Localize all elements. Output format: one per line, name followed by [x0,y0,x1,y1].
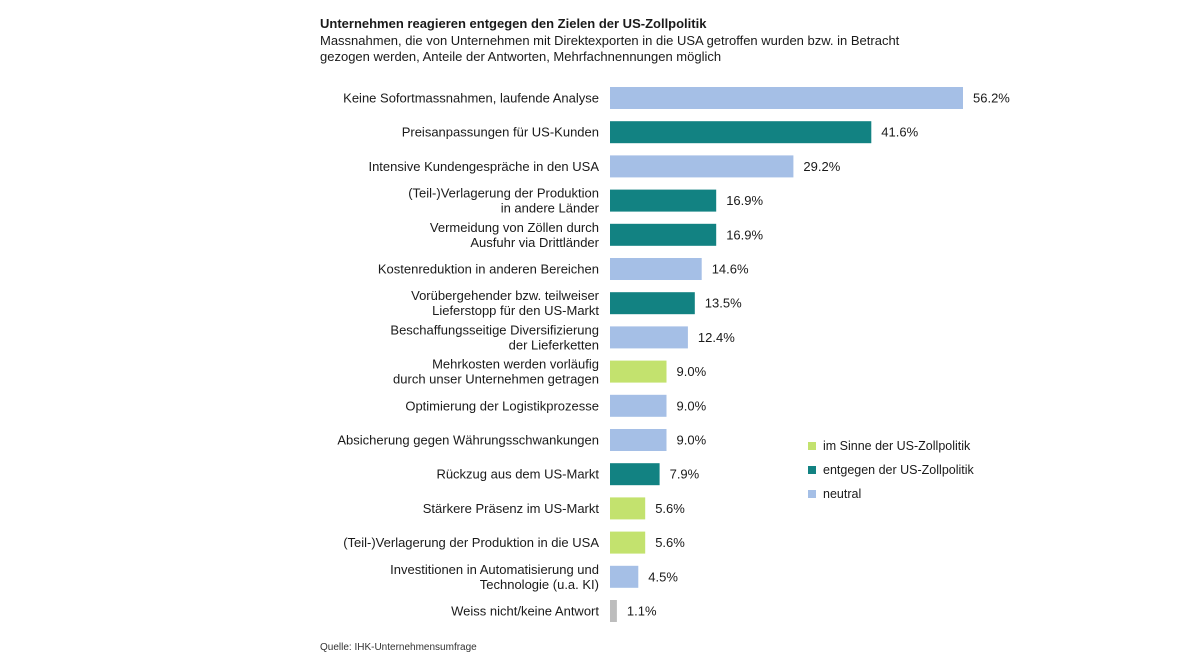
legend-item-im-sinne: im Sinne der US-Zollpolitik [808,434,974,458]
bar-7 [610,326,688,349]
chart-title: Unternehmen reagieren entgegen den Ziele… [320,16,707,31]
bar-2 [610,155,794,178]
value-label-10: 9.0% [677,433,707,448]
value-label-4: 16.9% [726,227,763,242]
category-label-line: Preisanpassungen für US-Kunden [402,125,599,140]
value-label-3: 16.9% [726,193,763,208]
category-label-line: Lieferstopp für den US-Markt [432,303,599,318]
value-label-11: 7.9% [670,467,700,482]
category-label-2: Intensive Kundengespräche in den USA [368,159,599,174]
category-label-13: (Teil-)Verlagerung der Produktion in die… [343,535,599,550]
category-label-4: Vermeidung von Zöllen durch Ausfuhr via D… [430,220,600,250]
category-label-0: Keine Sofortmassnahmen, laufende Analyse [343,91,599,106]
chart-subtitle: Massnahmen, die von Unternehmen mit Dire… [320,33,900,64]
category-label-line: Investitionen in Automatisierung und [390,562,599,577]
category-label-1: Preisanpassungen für US-Kunden [402,125,599,140]
category-label-line: Weiss nicht/keine Antwort [451,604,599,619]
category-label-14: Investitionen in Automatisierung und Tech… [390,562,599,592]
source-note: Quelle: IHK-Unternehmensumfrage [320,642,477,653]
legend-label-neutral: neutral [823,487,862,501]
value-label-12: 5.6% [655,501,685,516]
category-label-line: Beschaffungsseitige Diversifizierung [390,322,599,337]
value-label-7: 12.4% [698,330,735,345]
category-label-10: Absicherung gegen Währungsschwankungen [337,433,599,448]
legend-swatch-neutral [808,490,816,498]
bar-0 [610,87,963,109]
bar-5 [610,258,702,280]
legend-label-entgegen: entgegen der US-Zollpolitik [823,463,974,477]
category-label-line: Kostenreduktion in anderen Bereichen [378,262,599,277]
category-label-line: Keine Sofortmassnahmen, laufende Analyse [343,91,599,106]
category-label-line: Mehrkosten werden vorläufig [432,357,599,372]
value-label-9: 9.0% [677,398,707,413]
category-label-line: Vermeidung von Zöllen durch [430,220,599,235]
category-label-line: der Lieferketten [509,337,599,352]
bar-4 [610,223,717,246]
bar-15 [610,600,617,622]
category-label-line: in andere Länder [501,201,600,216]
chart-legend: im Sinne der US-Zollpolitik entgegen der… [808,434,974,506]
legend-item-entgegen: entgegen der US-Zollpolitik [808,458,974,482]
bar-8 [610,360,667,383]
category-label-9: Optimierung der Logistikprozesse [405,398,599,413]
legend-swatch-entgegen [808,466,816,474]
value-label-8: 9.0% [677,364,707,379]
legend-swatch-im-sinne [808,442,816,450]
value-label-13: 5.6% [655,535,685,550]
value-label-14: 4.5% [648,569,678,584]
category-label-line: (Teil-)Verlagerung der Produktion [408,186,599,201]
category-label-line: Intensive Kundengespräche in den USA [368,159,599,174]
category-label-line: Absicherung gegen Währungsschwankungen [337,433,599,448]
category-label-8: Mehrkosten werden vorläufig durch unser U… [393,357,599,387]
bar-14 [610,565,639,588]
bar-1 [610,121,872,144]
category-label-line: Ausfuhr via Drittländer [470,235,599,250]
category-label-line: Stärkere Präsenz im US-Markt [423,501,600,516]
category-label-line: durch unser Unternehmen getragen [393,372,599,387]
bar-6 [610,292,695,315]
category-label-line: Vorübergehender bzw. teilweiser [411,288,600,303]
value-label-2: 29.2% [803,159,840,174]
bar-9 [610,394,667,417]
category-label-3: (Teil-)Verlagerung der Produktion in ande… [408,186,599,216]
bar-13 [610,531,646,554]
legend-label-im-sinne: im Sinne der US-Zollpolitik [823,439,971,453]
value-label-15: 1.1% [627,604,657,619]
value-label-5: 14.6% [712,262,749,277]
category-label-6: Vorübergehender bzw. teilweiser Liefersto… [411,288,600,318]
bar-11 [610,463,660,486]
category-label-12: Stärkere Präsenz im US-Markt [423,501,600,516]
category-label-line: Optimierung der Logistikprozesse [405,398,599,413]
bar-3 [610,189,717,212]
category-label-7: Beschaffungsseitige Diversifizierung der … [390,322,599,352]
category-label-line: (Teil-)Verlagerung der Produktion in die… [343,535,599,550]
category-label-15: Weiss nicht/keine Antwort [451,604,599,619]
category-label-line: Rückzug aus dem US-Markt [436,467,599,482]
category-label-11: Rückzug aus dem US-Markt [436,467,599,482]
value-label-0: 56.2% [973,91,1010,106]
category-label-line: Technologie (u.a. KI) [480,577,599,592]
value-label-1: 41.6% [881,125,918,140]
bar-12 [610,497,646,520]
bar-10 [610,429,667,451]
value-label-6: 13.5% [705,296,742,311]
legend-item-neutral: neutral [808,482,974,506]
category-label-5: Kostenreduktion in anderen Bereichen [378,262,599,277]
